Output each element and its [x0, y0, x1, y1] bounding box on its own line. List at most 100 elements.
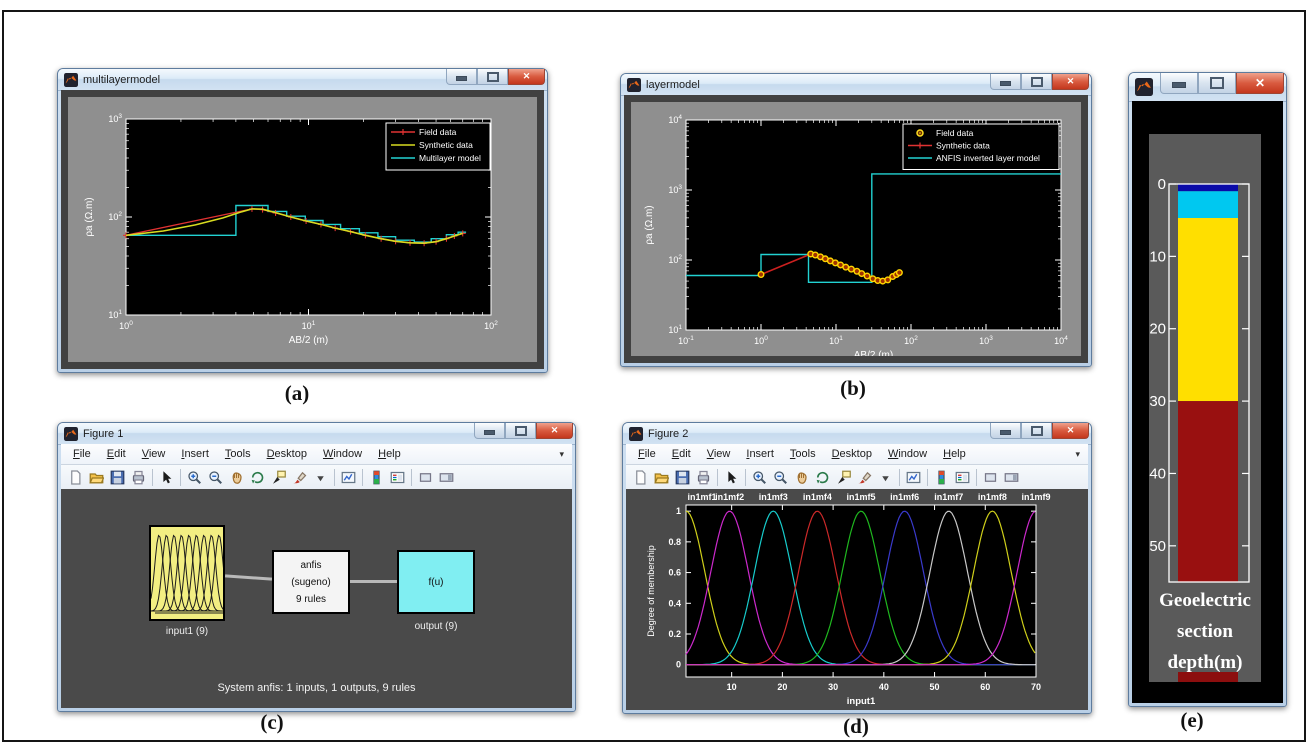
- maximize-button[interactable]: [1021, 74, 1052, 90]
- open-folder-button[interactable]: [86, 467, 107, 488]
- new-document-button[interactable]: [630, 467, 651, 488]
- print-button[interactable]: [128, 467, 149, 488]
- zoom-in-button[interactable]: [184, 467, 205, 488]
- insert-colorbar-button[interactable]: [366, 467, 387, 488]
- dropdown-button[interactable]: [875, 467, 896, 488]
- insert-colorbar-button[interactable]: [931, 467, 952, 488]
- insert-legend-button[interactable]: [952, 467, 973, 488]
- insert-legend-button[interactable]: [387, 467, 408, 488]
- show-plot-tools-button[interactable]: [436, 467, 457, 488]
- brush-button[interactable]: [289, 467, 310, 488]
- menu-item-desktop[interactable]: Desktop: [831, 448, 872, 460]
- save-button[interactable]: [107, 467, 128, 488]
- rotate-3d-button[interactable]: [247, 467, 268, 488]
- svg-text:in1mf2: in1mf2: [715, 492, 744, 502]
- minimize-button[interactable]: [1160, 73, 1198, 94]
- save-icon: [110, 470, 125, 485]
- link-plot-button[interactable]: [338, 467, 359, 488]
- svg-text:0.8: 0.8: [668, 537, 681, 547]
- svg-text:Synthetic data: Synthetic data: [936, 141, 990, 151]
- minimize-button[interactable]: [990, 74, 1021, 90]
- open-folder-icon: [89, 473, 104, 484]
- menu-item-desktop[interactable]: Desktop: [266, 448, 307, 460]
- titlebar-multilayermodel[interactable]: multilayermodel ✕: [58, 69, 547, 91]
- minimize-button[interactable]: [446, 69, 477, 85]
- menu-overflow-chevron-icon[interactable]: ▾: [559, 448, 564, 459]
- menu-item-window[interactable]: Window: [322, 448, 363, 460]
- maximize-button[interactable]: [1021, 423, 1052, 439]
- svg-text:40: 40: [879, 682, 889, 692]
- pointer-button[interactable]: [156, 467, 177, 488]
- menu-item-view[interactable]: View: [141, 448, 166, 460]
- menu-item-tools[interactable]: Tools: [789, 448, 816, 460]
- svg-text:103: 103: [668, 184, 682, 195]
- pointer-button[interactable]: [721, 467, 742, 488]
- menu-item-file[interactable]: File: [638, 448, 656, 460]
- close-button[interactable]: ✕: [536, 423, 573, 439]
- menu-item-edit[interactable]: Edit: [671, 448, 691, 460]
- toolbar: [61, 465, 572, 491]
- show-plot-tools-button[interactable]: [1001, 467, 1022, 488]
- save-button[interactable]: [672, 467, 693, 488]
- anfis-input-node[interactable]: [149, 525, 225, 621]
- zoom-in-button[interactable]: [749, 467, 770, 488]
- pan-hand-button[interactable]: [791, 467, 812, 488]
- menu-item-view[interactable]: View: [706, 448, 731, 460]
- hide-plot-tools-button[interactable]: [415, 467, 436, 488]
- close-button[interactable]: ✕: [1236, 73, 1284, 94]
- new-document-icon: [636, 470, 646, 485]
- minimize-button[interactable]: [474, 423, 505, 439]
- titlebar-figure1[interactable]: Figure 1 ✕: [58, 423, 575, 445]
- zoom-out-icon: [209, 471, 222, 484]
- maximize-button[interactable]: [477, 69, 508, 85]
- menu-item-help[interactable]: Help: [378, 448, 401, 460]
- brush-icon: [858, 471, 872, 484]
- svg-text:0.6: 0.6: [668, 568, 681, 578]
- open-folder-button[interactable]: [651, 467, 672, 488]
- svg-text:50: 50: [1149, 538, 1166, 555]
- svg-text:104: 104: [668, 114, 682, 125]
- dropdown-icon: [882, 476, 889, 482]
- menu-item-tools[interactable]: Tools: [224, 448, 251, 460]
- menu-item-window[interactable]: Window: [887, 448, 928, 460]
- svg-text:102: 102: [668, 254, 682, 265]
- dropdown-button[interactable]: [310, 467, 331, 488]
- print-icon: [697, 470, 710, 485]
- minimize-button[interactable]: [990, 423, 1021, 439]
- anfis-output-node[interactable]: f(u): [397, 550, 475, 614]
- titlebar-layermodel[interactable]: layermodel ✕: [621, 74, 1091, 96]
- svg-text:0: 0: [676, 660, 681, 670]
- titlebar-figure2[interactable]: Figure 2 ✕: [623, 423, 1091, 445]
- anfis-rule-node[interactable]: anfis (sugeno) 9 rules: [272, 550, 350, 614]
- link-plot-button[interactable]: [903, 467, 924, 488]
- hide-plot-tools-button[interactable]: [980, 467, 1001, 488]
- brush-button[interactable]: [854, 467, 875, 488]
- window-title: Figure 1: [83, 427, 124, 440]
- menu-item-edit[interactable]: Edit: [106, 448, 126, 460]
- anfis-node-line3: 9 rules: [295, 593, 326, 605]
- zoom-out-button[interactable]: [205, 467, 226, 488]
- print-button[interactable]: [693, 467, 714, 488]
- menu-item-insert[interactable]: Insert: [746, 448, 774, 460]
- maximize-button[interactable]: [1198, 73, 1236, 94]
- print-icon: [132, 470, 145, 485]
- menu-item-help[interactable]: Help: [943, 448, 966, 460]
- menu-bar: File Edit View Insert Tools Desktop Window Help…: [626, 444, 1088, 465]
- data-cursor-button[interactable]: [833, 467, 854, 488]
- menu-item-insert[interactable]: Insert: [181, 448, 209, 460]
- menu-overflow-chevron-icon[interactable]: ▾: [1075, 448, 1080, 459]
- insert-colorbar-icon: [938, 470, 945, 485]
- matlab-icon: [64, 426, 78, 441]
- maximize-button[interactable]: [505, 423, 536, 439]
- close-button[interactable]: ✕: [508, 69, 545, 85]
- titlebar-geoelectric[interactable]: ✕: [1129, 73, 1286, 102]
- rotate-3d-button[interactable]: [812, 467, 833, 488]
- close-button[interactable]: ✕: [1052, 423, 1089, 439]
- data-cursor-button[interactable]: [268, 467, 289, 488]
- new-document-button[interactable]: [65, 467, 86, 488]
- zoom-out-button[interactable]: [770, 467, 791, 488]
- close-button[interactable]: ✕: [1052, 74, 1089, 90]
- pan-hand-button[interactable]: [226, 467, 247, 488]
- pan-hand-icon: [232, 472, 242, 484]
- menu-item-file[interactable]: File: [73, 448, 91, 460]
